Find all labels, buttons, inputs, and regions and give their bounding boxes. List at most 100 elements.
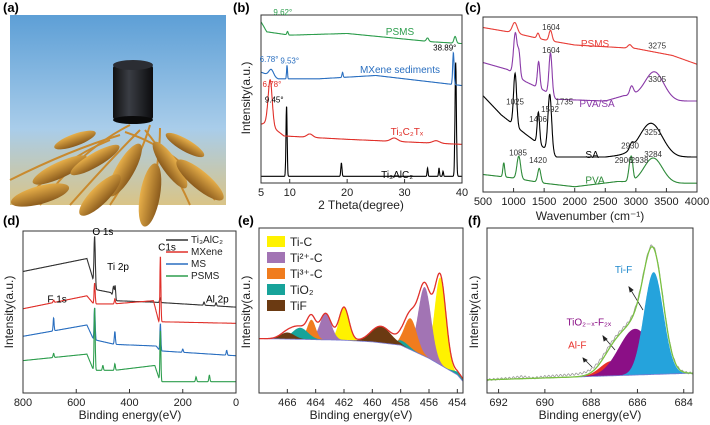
plot-area — [259, 272, 463, 382]
annotation-label: 38.89° — [433, 43, 456, 52]
x-tick-label: 0 — [233, 397, 239, 409]
plot-frame — [258, 227, 464, 394]
panel-label-a: (a) — [3, 0, 19, 15]
x-tick-label: 40 — [456, 187, 468, 199]
legend-swatch — [267, 300, 285, 311]
annotation-label: PVA/SA — [579, 99, 615, 110]
y-axis-label: Intensity(a.u.) — [2, 276, 16, 349]
legend-label: MS — [191, 259, 206, 270]
legend-label: TiO₂ — [290, 283, 314, 297]
x-axis-label: Binding energy(eV) — [539, 408, 642, 422]
annotation-label: Al 2p — [206, 294, 229, 305]
annotation-label: O 1s — [92, 227, 113, 238]
series-line-psms — [23, 307, 236, 383]
annotation-label: 2906 — [615, 156, 633, 165]
panel-label-f: (f) — [468, 213, 481, 228]
series-line-pva — [483, 155, 697, 188]
annotation-label: SA — [585, 150, 599, 161]
legend-label: Ti-C — [290, 235, 313, 249]
annotation-label: PSMS — [386, 27, 415, 38]
plot-area — [483, 21, 697, 188]
series-line-psms — [261, 21, 462, 45]
x-axis-label: Binding energy(eV) — [79, 408, 182, 422]
x-tick-label: 30 — [398, 187, 410, 199]
annotation-label: TiO₂₋ₓ-F₂ₓ — [566, 317, 611, 328]
legend-swatch — [267, 268, 285, 279]
x-tick-label: 3500 — [654, 196, 678, 208]
x-tick-label: 688 — [582, 397, 600, 409]
x-tick-label: 3000 — [624, 196, 648, 208]
legend-swatch — [267, 284, 285, 295]
legend-label: MXene — [191, 247, 223, 258]
series-line-mxene-sediments — [261, 51, 462, 87]
x-tick-label: 692 — [489, 397, 507, 409]
ti2p-xps-chart: Intensity(a.u.) Binding energy(eV) 466 46… — [239, 227, 467, 422]
x-tick-label: 684 — [675, 397, 693, 409]
envelope-line — [487, 246, 693, 381]
x-tick-label: 800 — [14, 397, 32, 409]
plot-area — [487, 244, 693, 382]
annotation-label: 1420 — [529, 156, 547, 165]
xrd-chart: Intensity(a.u.) 2 Theta(degree) 5 10 20 30 4… — [239, 8, 468, 212]
x-tick-label: 456 — [420, 397, 438, 409]
annotation-label: F 1s — [47, 294, 66, 305]
x-tick-label: 5 — [258, 187, 264, 199]
x-axis-label: Binding energy(eV) — [310, 408, 413, 422]
x-tick-label: 500 — [474, 196, 492, 208]
x-tick-label: 10 — [284, 187, 296, 199]
annotation-label: 1735 — [555, 98, 573, 107]
annotation-label: 2938 — [631, 156, 649, 165]
x-tick-label: 1000 — [501, 196, 525, 208]
black-aerogel-cylinder — [113, 60, 153, 124]
x-tick-label: 4000 — [685, 196, 709, 208]
series-line-ms — [23, 307, 236, 357]
x-tick-label: 2500 — [593, 196, 617, 208]
series-line-ti-c-t- — [261, 78, 462, 145]
plot-area — [23, 236, 236, 383]
legend-label: TiF — [290, 299, 307, 313]
annotation-label: 6.78° — [260, 55, 279, 64]
x-tick-label: 20 — [341, 187, 353, 199]
panel-label-b: (b) — [233, 0, 250, 15]
legend-label: Ti³⁺-C — [290, 267, 323, 281]
annotation-label: Ti₃AlC₂ — [381, 170, 413, 181]
annotation-label: 1592 — [541, 105, 559, 114]
annotation-label: 1604 — [542, 23, 560, 32]
panel-label-c: (c) — [465, 0, 481, 15]
series-line-ti-alc- — [261, 62, 462, 177]
annotation-label: 1085 — [509, 148, 527, 157]
x-tick-label: 600 — [67, 397, 85, 409]
annotation-label: 9.45° — [265, 95, 284, 104]
x-tick-label: 690 — [536, 397, 554, 409]
annotation-label: 9.53° — [280, 57, 299, 66]
envelope-line — [259, 272, 463, 380]
plot-frame — [260, 14, 463, 184]
annotation-label: PSMS — [581, 39, 610, 50]
x-tick-label: 464 — [306, 397, 324, 409]
legend-swatch — [267, 252, 285, 263]
x-tick-label: 2000 — [562, 196, 586, 208]
series-line-pva-sa — [483, 31, 697, 102]
photo-panel — [9, 15, 226, 227]
series-line-psms — [483, 21, 697, 65]
plot-frame — [482, 16, 698, 193]
panel-label-d: (d) — [3, 213, 20, 228]
f1s-xps-chart: Intensity(a.u.) Binding energy(eV) 692 69… — [467, 227, 694, 422]
annotation-label: MXene sediments — [360, 65, 440, 76]
legend-label: Ti₃AlC₂ — [191, 235, 223, 246]
y-axis-label: Intensity(a.u.) — [239, 276, 253, 349]
annotation-label: Al-F — [568, 340, 586, 351]
x-tick-label: 454 — [448, 397, 466, 409]
x-tick-label: 1500 — [532, 196, 556, 208]
annotation-label: Ti₃C₂Tₓ — [391, 127, 424, 138]
y-axis-label: Intensity(a.u.) — [239, 62, 253, 135]
component-peak-2 — [259, 318, 463, 382]
y-axis-label: Intensity(a.u.) — [467, 276, 481, 349]
annotation-label: Ti-F — [615, 265, 632, 276]
annotation-label: 1025 — [506, 98, 524, 107]
annotation-label: 3275 — [648, 42, 666, 51]
x-tick-label: 460 — [363, 397, 381, 409]
component-peak-1 — [259, 287, 463, 382]
component-peak-2 — [487, 272, 693, 380]
